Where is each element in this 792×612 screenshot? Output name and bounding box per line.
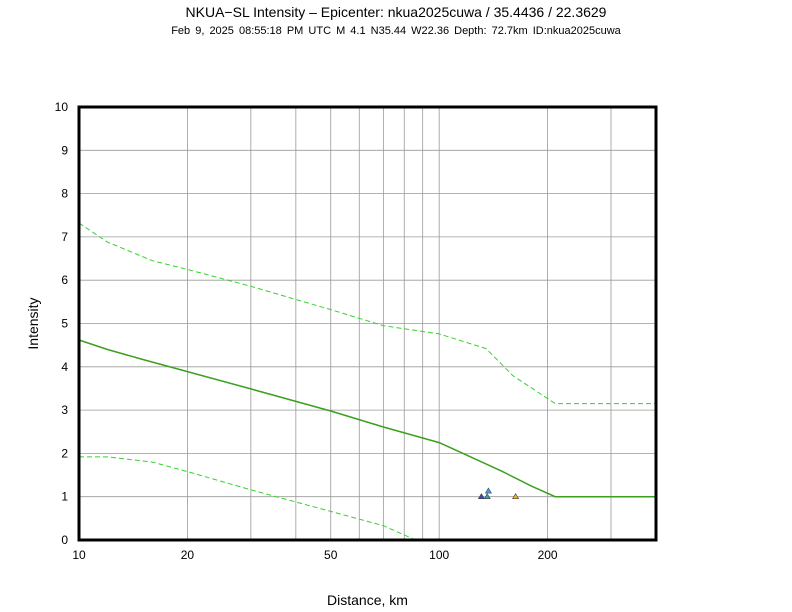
y-tick-label: 7: [61, 230, 68, 244]
y-tick-label: 1: [61, 490, 68, 504]
y-axis-label: Intensity: [25, 297, 41, 349]
uncertainty-bound-line: [79, 456, 416, 541]
x-axis: 10 20 50 100 200: [72, 548, 558, 562]
station-observation-marker: [477, 493, 485, 500]
y-axis: 0 1 2 3 4 5 6 7 8 9 10: [55, 100, 69, 547]
x-tick-label: 50: [324, 548, 338, 562]
y-tick-label: 8: [61, 187, 68, 201]
x-tick-label: 10: [72, 548, 86, 562]
y-tick-label: 4: [61, 360, 68, 374]
y-tick-label: 2: [61, 446, 68, 460]
grid: [78, 106, 657, 541]
y-tick-label: 9: [61, 143, 68, 157]
x-tick-label: 200: [538, 548, 558, 562]
y-tick-label: 6: [61, 273, 68, 287]
observations-layer: [477, 487, 520, 500]
y-tick-label: 5: [61, 317, 68, 331]
station-observation-marker: [484, 487, 492, 494]
y-tick-label: 10: [55, 100, 69, 114]
x-axis-label: Distance, km: [327, 592, 408, 608]
y-tick-label: 0: [61, 533, 68, 547]
series-layer: [78, 222, 656, 541]
station-observation-marker: [483, 493, 491, 500]
y-tick-label: 3: [61, 403, 68, 417]
plot-frame: [77, 105, 658, 542]
station-observation-marker: [512, 493, 520, 500]
x-tick-label: 100: [429, 548, 449, 562]
chart-title: NKUA−SL Intensity – Epicenter: nkua2025c…: [185, 4, 607, 20]
mean-intensity-line: [78, 339, 656, 498]
x-tick-label: 20: [181, 548, 195, 562]
chart-subtitle: Feb 9, 2025 08:55:18 PM UTC M 4.1 N35.44…: [171, 25, 621, 37]
uncertainty-bound-line: [78, 222, 656, 405]
